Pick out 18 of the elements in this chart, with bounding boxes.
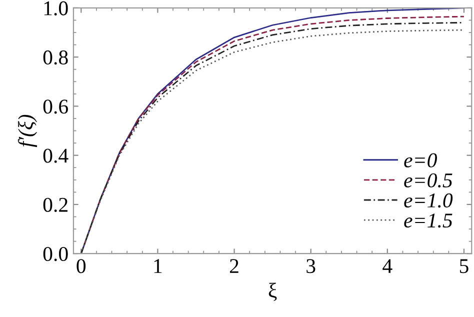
y-tick-label: 0.0: [43, 246, 68, 262]
x-axis-title: ξ: [268, 282, 277, 302]
x-tick-label: 1: [154, 259, 162, 273]
legend-label: e=0.5: [404, 173, 452, 188]
y-tick-label: 0.8: [43, 50, 68, 65]
x-tick-label: 0: [76, 259, 86, 274]
x-tick-label: 2: [230, 259, 238, 273]
legend-label: e=0: [404, 153, 437, 168]
legend-label: e=1.0: [404, 193, 453, 208]
x-tick-label: 4: [382, 259, 392, 273]
y-axis-title: f′(ξ): [18, 114, 38, 148]
legend-label: e=1.5: [404, 214, 452, 228]
y-tick-label: 0.6: [43, 100, 68, 114]
y-tick-label: 1.0: [44, 1, 68, 16]
y-tick-label: 0.4: [43, 148, 68, 163]
y-tick-label: 0.2: [43, 198, 68, 212]
x-tick-label: 5: [460, 259, 468, 274]
x-tick-label: 3: [306, 259, 316, 274]
